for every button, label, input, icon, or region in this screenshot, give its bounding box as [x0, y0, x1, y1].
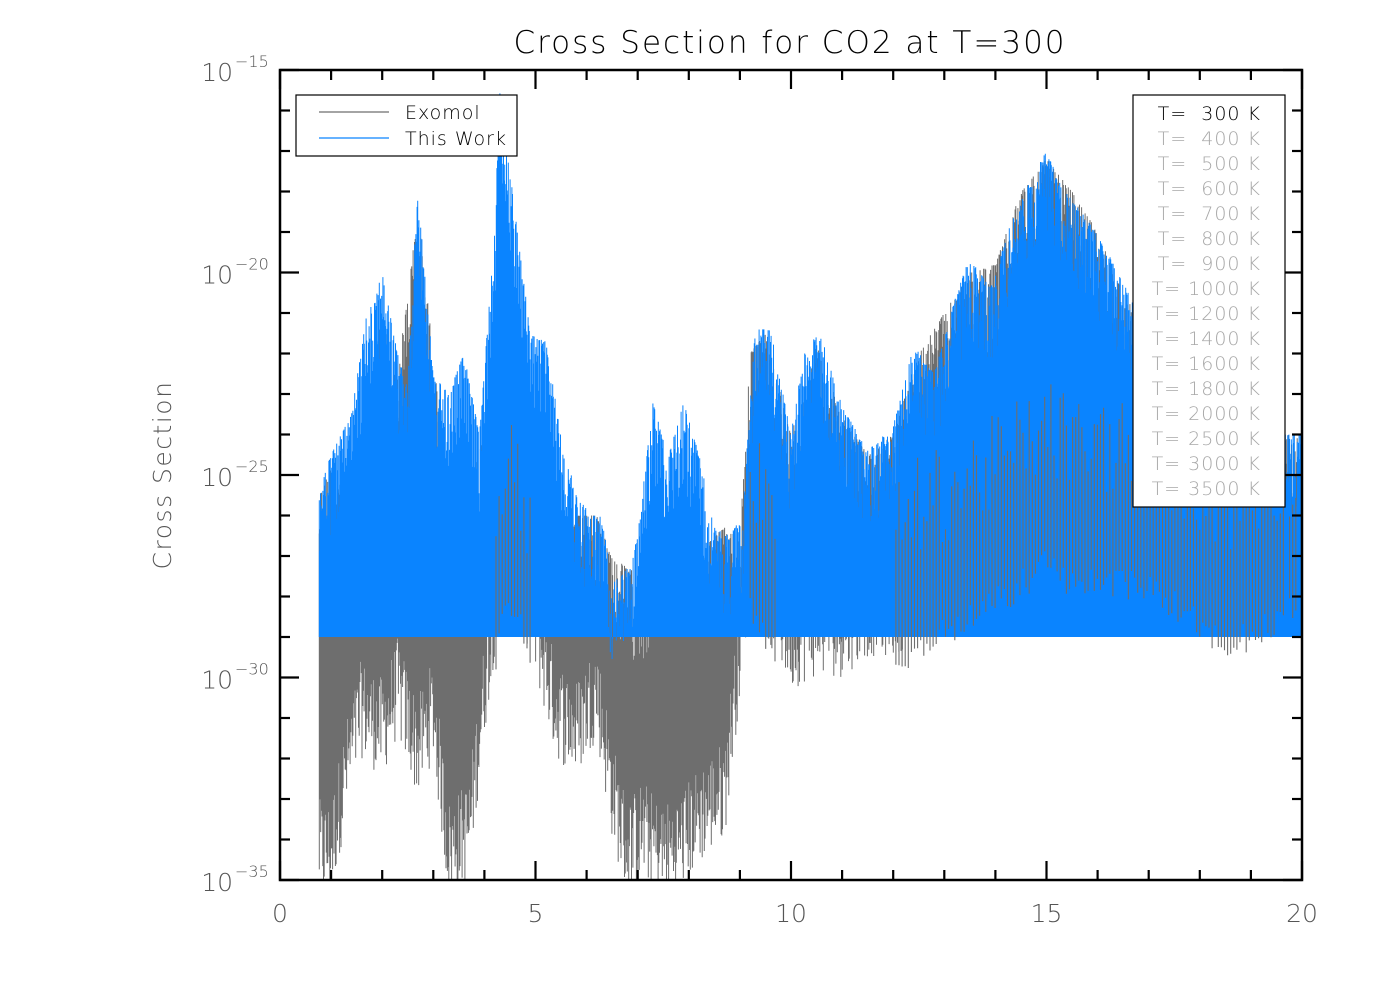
temperature-legend-item: T= 1000 K	[1152, 278, 1261, 300]
x-tick-label: 15	[1031, 899, 1063, 928]
y-tick-label-exponent: −20	[235, 255, 269, 274]
y-tick-label: 10 −20	[201, 255, 269, 290]
temperature-legend-box	[1132, 94, 1286, 508]
temperature-legend-item: T= 3500 K	[1152, 478, 1261, 500]
y-tick-label: 10 −15	[201, 52, 269, 87]
temperature-legend-item: T= 2000 K	[1152, 403, 1261, 425]
temperature-legend-item: T= 400 K	[1158, 128, 1261, 150]
series-this-work	[318, 93, 1302, 670]
series-legend-box	[295, 94, 518, 157]
y-tick-label: 10 −25	[201, 457, 269, 492]
x-tick-label: 10	[775, 899, 807, 928]
legend-label-this-work: This Work	[405, 128, 507, 150]
temperature-legend: T= 300 K T= 400 K T= 500 K T= 600 K T= 700 K…	[1132, 94, 1286, 508]
temperature-legend-item: T= 800 K	[1158, 228, 1261, 250]
chart-title: Cross Section for CO2 at T=300	[513, 25, 1066, 61]
series-legend: Exomol This Work	[295, 94, 518, 157]
temperature-legend-item: T= 1800 K	[1152, 378, 1261, 400]
temperature-legend-item: T= 700 K	[1158, 203, 1261, 225]
temperature-legend-item: T= 600 K	[1158, 178, 1261, 200]
temperature-legend-item: T= 900 K	[1158, 253, 1261, 275]
y-tick-label-exponent: −15	[235, 52, 269, 71]
temperature-legend-item: T= 500 K	[1158, 153, 1261, 175]
series-this-work-spectrum	[318, 93, 1302, 659]
y-axis-label: Cross Section	[148, 381, 177, 570]
y-tick-label-base: 10	[201, 261, 233, 290]
y-tick-label-base: 10	[201, 666, 233, 695]
temperature-legend-item: T= 300 K	[1158, 103, 1261, 125]
y-tick-label-exponent: −35	[235, 862, 269, 881]
x-axis-ticks	[278, 70, 1304, 880]
y-tick-label-exponent: −25	[235, 457, 269, 476]
y-tick-label-base: 10	[201, 868, 233, 897]
y-axis-ticks	[280, 68, 1302, 882]
temperature-legend-item: T= 1400 K	[1152, 328, 1261, 350]
y-tick-label-base: 10	[201, 58, 233, 87]
x-tick-label: 0	[272, 899, 288, 928]
y-tick-label: 10 −35	[201, 862, 269, 897]
x-tick-label: 5	[528, 899, 544, 928]
temperature-legend-item: T= 2500 K	[1152, 428, 1261, 450]
x-tick-labels: 0 5 10 15 20	[272, 899, 1318, 928]
y-tick-label: 10 −30	[201, 660, 269, 695]
legend-label-exomol: Exomol	[405, 102, 481, 124]
x-tick-label: 20	[1286, 899, 1318, 928]
temperature-legend-item: T= 1200 K	[1152, 303, 1261, 325]
temperature-legend-item: T= 1600 K	[1152, 353, 1261, 375]
y-tick-label-exponent: −30	[235, 660, 269, 679]
temperature-legend-item: T= 3000 K	[1152, 453, 1261, 475]
y-tick-label-base: 10	[201, 463, 233, 492]
